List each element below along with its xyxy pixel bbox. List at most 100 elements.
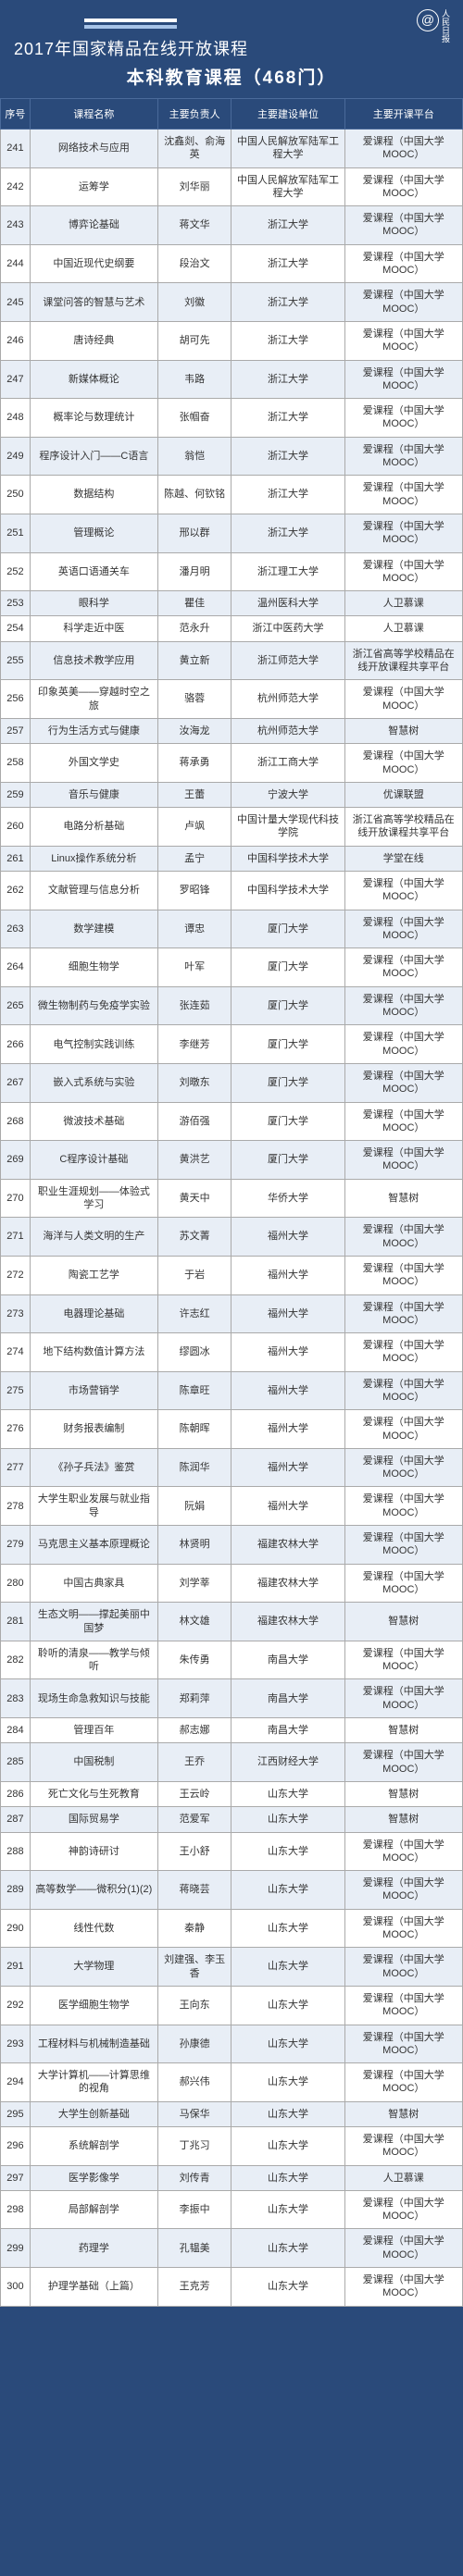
table-cell: 孔韫美 bbox=[157, 2229, 232, 2268]
table-cell: 厦门大学 bbox=[232, 1102, 344, 1141]
table-cell: 山东大学 bbox=[232, 1781, 344, 1806]
table-cell: 福州大学 bbox=[232, 1410, 344, 1449]
table-cell: 刘传青 bbox=[157, 2165, 232, 2190]
table-row: 265微生物制药与免疫学实验张连茹厦门大学爱课程（中国大学MOOC） bbox=[1, 986, 463, 1025]
table-cell: 300 bbox=[1, 2268, 31, 2307]
table-cell: 厦门大学 bbox=[232, 1141, 344, 1180]
table-cell: 爱课程（中国大学MOOC） bbox=[344, 1448, 462, 1487]
table-cell: 289 bbox=[1, 1871, 31, 1910]
table-cell: 山东大学 bbox=[232, 2101, 344, 2126]
table-cell: 爱课程（中国大学MOOC） bbox=[344, 1948, 462, 1987]
table-cell: 职业生涯规划——体验式学习 bbox=[30, 1179, 157, 1218]
table-cell: 线性代数 bbox=[30, 1909, 157, 1948]
table-cell: 唐诗经典 bbox=[30, 321, 157, 360]
table-cell: 249 bbox=[1, 437, 31, 476]
table-cell: 海洋与人类文明的生产 bbox=[30, 1218, 157, 1257]
table-cell: 296 bbox=[1, 2126, 31, 2165]
table-cell: 山东大学 bbox=[232, 2165, 344, 2190]
table-cell: 聆听的清泉——教学与倾听 bbox=[30, 1641, 157, 1679]
table-cell: 邢以群 bbox=[157, 514, 232, 552]
table-row: 271海洋与人类文明的生产苏文菁福州大学爱课程（中国大学MOOC） bbox=[1, 1218, 463, 1257]
table-cell: 291 bbox=[1, 1948, 31, 1987]
table-cell: 智慧树 bbox=[344, 1603, 462, 1641]
table-cell: 王乔 bbox=[157, 1743, 232, 1782]
table-row: 278大学生职业发展与就业指导阮娟福州大学爱课程（中国大学MOOC） bbox=[1, 1487, 463, 1526]
table-cell: 255 bbox=[1, 641, 31, 680]
column-header-2: 主要负责人 bbox=[157, 99, 232, 130]
table-cell: 医学细胞生物学 bbox=[30, 1986, 157, 2025]
table-row: 259音乐与健康王蕾宁波大学优课联盟 bbox=[1, 782, 463, 807]
table-cell: 262 bbox=[1, 871, 31, 910]
table-cell: 智慧树 bbox=[344, 1781, 462, 1806]
table-cell: 人卫慕课 bbox=[344, 2165, 462, 2190]
logo-text: 人民日报 bbox=[440, 9, 452, 43]
table-cell: 马保华 bbox=[157, 2101, 232, 2126]
logo-icon: @ bbox=[417, 9, 439, 31]
table-cell: 292 bbox=[1, 1986, 31, 2025]
table-cell: 爱课程（中国大学MOOC） bbox=[344, 167, 462, 206]
table-cell: 252 bbox=[1, 552, 31, 591]
table-cell: 系统解剖学 bbox=[30, 2126, 157, 2165]
table-cell: 浙江大学 bbox=[232, 514, 344, 552]
table-cell: 248 bbox=[1, 399, 31, 438]
table-cell: 刘华丽 bbox=[157, 167, 232, 206]
table-cell: 福州大学 bbox=[232, 1218, 344, 1257]
table-cell: 黄洪艺 bbox=[157, 1141, 232, 1180]
table-cell: 黄天中 bbox=[157, 1179, 232, 1218]
table-cell: 许志红 bbox=[157, 1294, 232, 1333]
table-cell: 死亡文化与生死教育 bbox=[30, 1781, 157, 1806]
table-cell: 福州大学 bbox=[232, 1333, 344, 1372]
table-row: 261Linux操作系统分析孟宁中国科学技术大学学堂在线 bbox=[1, 846, 463, 871]
table-cell: 299 bbox=[1, 2229, 31, 2268]
table-cell: 英语口语通关车 bbox=[30, 552, 157, 591]
table-cell: 骆蓉 bbox=[157, 680, 232, 719]
table-cell: 药理学 bbox=[30, 2229, 157, 2268]
table-cell: 286 bbox=[1, 1781, 31, 1806]
table-cell: 刘建强、李玉香 bbox=[157, 1948, 232, 1987]
table-cell: 浙江大学 bbox=[232, 206, 344, 245]
table-cell: 文献管理与信息分析 bbox=[30, 871, 157, 910]
table-cell: 福建农林大学 bbox=[232, 1603, 344, 1641]
table-cell: 浙江理工大学 bbox=[232, 552, 344, 591]
table-cell: 张帼奋 bbox=[157, 399, 232, 438]
table-cell: 卢飒 bbox=[157, 808, 232, 847]
table-cell: 程序设计入门——C语言 bbox=[30, 437, 157, 476]
table-cell: 南昌大学 bbox=[232, 1641, 344, 1679]
table-cell: 山东大学 bbox=[232, 2229, 344, 2268]
table-cell: 张连茹 bbox=[157, 986, 232, 1025]
table-cell: 谭忠 bbox=[157, 910, 232, 948]
table-cell: 272 bbox=[1, 1256, 31, 1294]
table-cell: 爱课程（中国大学MOOC） bbox=[344, 321, 462, 360]
page-container: @人民日报 2017年国家精品在线开放课程 本科教育课程（468门） 序号课程名… bbox=[0, 0, 463, 2307]
table-cell: 浙江大学 bbox=[232, 476, 344, 514]
table-cell: 290 bbox=[1, 1909, 31, 1948]
table-cell: 地下结构数值计算方法 bbox=[30, 1333, 157, 1372]
table-cell: 陈越、何钦铭 bbox=[157, 476, 232, 514]
table-cell: 工程材料与机械制造基础 bbox=[30, 2025, 157, 2063]
table-row: 300护理学基础（上篇）王克芳山东大学爱课程（中国大学MOOC） bbox=[1, 2268, 463, 2307]
table-cell: 翁恺 bbox=[157, 437, 232, 476]
table-cell: 智慧树 bbox=[344, 718, 462, 743]
table-cell: 山东大学 bbox=[232, 1948, 344, 1987]
table-cell: 293 bbox=[1, 2025, 31, 2063]
table-cell: C程序设计基础 bbox=[30, 1141, 157, 1180]
table-cell: 246 bbox=[1, 321, 31, 360]
table-cell: 爱课程（中国大学MOOC） bbox=[344, 1256, 462, 1294]
table-cell: 护理学基础（上篇） bbox=[30, 2268, 157, 2307]
table-row: 250数据结构陈越、何钦铭浙江大学爱课程（中国大学MOOC） bbox=[1, 476, 463, 514]
table-cell: 黄立新 bbox=[157, 641, 232, 680]
table-row: 253眼科学瞿佳温州医科大学人卫慕课 bbox=[1, 591, 463, 616]
table-cell: 爱课程（中国大学MOOC） bbox=[344, 1871, 462, 1910]
table-cell: 257 bbox=[1, 718, 31, 743]
table-row: 264细胞生物学叶军厦门大学爱课程（中国大学MOOC） bbox=[1, 948, 463, 987]
table-cell: 253 bbox=[1, 591, 31, 616]
table-cell: 数据结构 bbox=[30, 476, 157, 514]
table-cell: 游佰强 bbox=[157, 1102, 232, 1141]
table-row: 294大学计算机——计算思维的视角郝兴伟山东大学爱课程（中国大学MOOC） bbox=[1, 2063, 463, 2102]
table-cell: 优课联盟 bbox=[344, 782, 462, 807]
table-cell: 王小舒 bbox=[157, 1832, 232, 1871]
table-cell: 爱课程（中国大学MOOC） bbox=[344, 1909, 462, 1948]
table-row: 299药理学孔韫美山东大学爱课程（中国大学MOOC） bbox=[1, 2229, 463, 2268]
table-cell: 爱课程（中国大学MOOC） bbox=[344, 1063, 462, 1102]
table-cell: 中国人民解放军陆军工程大学 bbox=[232, 130, 344, 168]
